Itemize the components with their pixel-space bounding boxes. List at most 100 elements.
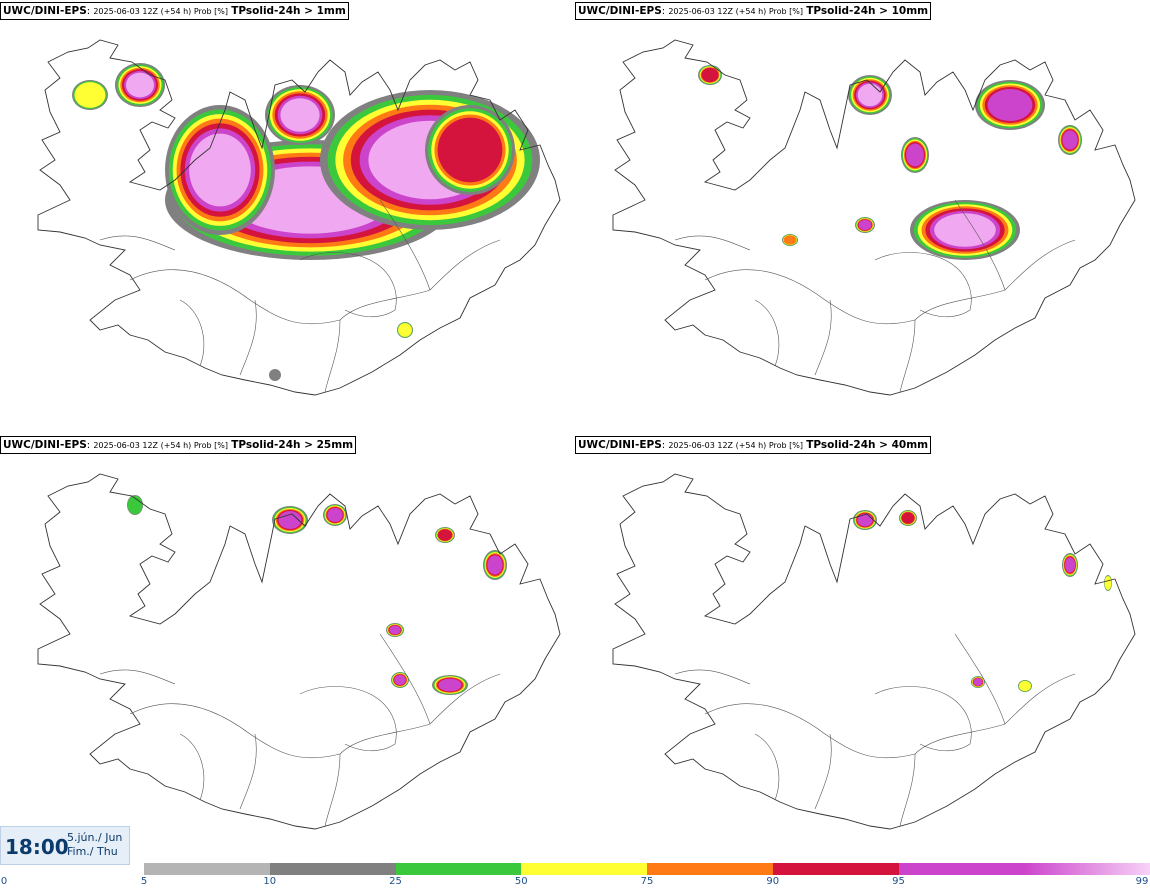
model-name: UWC/DINI-EPS xyxy=(3,439,87,451)
parameter-label: TPsolid-24h > 25mm xyxy=(231,439,354,451)
probability-contour xyxy=(1104,576,1112,590)
colorbar-tick-label: 5 xyxy=(140,876,148,887)
probability-contour xyxy=(437,117,503,183)
probability-contour xyxy=(1062,130,1078,150)
boundary-line xyxy=(129,703,341,759)
boundary-line xyxy=(874,252,972,318)
probability-contour xyxy=(783,235,797,245)
boundary-line xyxy=(324,319,341,393)
parameter-label: TPsolid-24h > 1mm xyxy=(231,5,346,17)
panel-title-10mm: UWC/DINI-EPS: 2025-06-03 12Z (+54 h) Pro… xyxy=(575,2,932,20)
boundary-line xyxy=(239,299,257,376)
boundary-line xyxy=(379,633,431,725)
probability-contour xyxy=(487,555,503,575)
boundary-line xyxy=(339,289,431,321)
model-name: UWC/DINI-EPS xyxy=(578,439,662,451)
coastline xyxy=(37,39,561,396)
boundary-line xyxy=(429,673,501,725)
boundary-line xyxy=(299,252,397,318)
probability-contour xyxy=(389,625,401,635)
boundary-line xyxy=(379,199,431,291)
probability-contour xyxy=(278,511,302,529)
boundary-line xyxy=(754,733,780,801)
boundary-line xyxy=(324,753,341,827)
colorbar-tick-label: 99 xyxy=(1135,876,1149,887)
colorbar-segment xyxy=(772,863,899,875)
parameter-label: TPsolid-24h > 40mm xyxy=(806,439,929,451)
probability-contour xyxy=(1018,680,1032,692)
boundary-line xyxy=(814,733,832,810)
run-info: 2025-06-03 12Z (+54 h) Prob [%] xyxy=(668,441,804,450)
probability-contour xyxy=(394,674,406,686)
probability-field xyxy=(127,495,507,695)
probability-contour xyxy=(126,72,154,98)
probability-contour xyxy=(74,82,106,108)
colorbar-tick-label: 0 xyxy=(0,876,8,887)
colorbar-tick-label: 10 xyxy=(263,876,277,887)
colorbar-segment xyxy=(521,863,648,875)
map-canvas-25mm xyxy=(37,473,561,830)
probability-contour xyxy=(280,98,320,132)
boundary-line xyxy=(874,686,972,752)
probability-contour xyxy=(1064,557,1076,573)
probability-contour xyxy=(987,89,1033,121)
boundary-line xyxy=(954,199,1006,291)
boundary-line xyxy=(339,723,431,755)
boundary-line xyxy=(129,269,341,325)
panel-title-40mm: UWC/DINI-EPS: 2025-06-03 12Z (+54 h) Pro… xyxy=(575,436,932,454)
coastline xyxy=(37,473,561,830)
boundary-line xyxy=(914,723,1006,755)
map-panel-25mm: UWC/DINI-EPS: 2025-06-03 12Z (+54 h) Pro… xyxy=(0,434,575,865)
probability-contour xyxy=(437,529,453,541)
map-canvas-1mm xyxy=(37,39,561,396)
boundary-line xyxy=(899,319,916,393)
boundary-line xyxy=(179,733,205,801)
probability-contour xyxy=(906,143,924,167)
colorbar-segment xyxy=(269,863,396,875)
boundary-line xyxy=(674,235,751,251)
map-panel-10mm: UWC/DINI-EPS: 2025-06-03 12Z (+54 h) Pro… xyxy=(575,0,1150,431)
colorbar-segment xyxy=(898,863,1025,875)
colorbar-tick-label: 90 xyxy=(766,876,780,887)
valid-date-line1: 5.jún./ Jun xyxy=(67,831,123,844)
boundary-line xyxy=(814,299,832,376)
boundary-line xyxy=(754,299,780,367)
run-info: 2025-06-03 12Z (+54 h) Prob [%] xyxy=(93,7,229,16)
map-panel-1mm: UWC/DINI-EPS: 2025-06-03 12Z (+54 h) Pro… xyxy=(0,0,575,431)
model-name: UWC/DINI-EPS xyxy=(3,5,87,17)
valid-time-box: 18:00 5.jún./ Jun Fim./ Thu xyxy=(0,826,130,865)
probability-contour xyxy=(973,678,983,686)
boundary-line xyxy=(674,669,751,685)
probability-contour xyxy=(327,507,343,523)
coastline xyxy=(612,39,1136,396)
map-canvas-10mm xyxy=(612,39,1136,396)
probability-contour xyxy=(438,678,462,692)
probability-contour xyxy=(189,133,251,207)
map-panel-40mm: UWC/DINI-EPS: 2025-06-03 12Z (+54 h) Pro… xyxy=(575,434,1150,865)
run-info: 2025-06-03 12Z (+54 h) Prob [%] xyxy=(668,7,804,16)
parameter-label: TPsolid-24h > 10mm xyxy=(806,5,929,17)
boundary-line xyxy=(899,753,916,827)
boundary-line xyxy=(299,686,397,752)
valid-date: 5.jún./ Jun Fim./ Thu xyxy=(67,831,122,859)
boundary-line xyxy=(179,299,205,367)
model-name: UWC/DINI-EPS xyxy=(578,5,662,17)
colorbar-segment xyxy=(1024,863,1150,875)
probability-contour xyxy=(701,67,719,83)
boundary-line xyxy=(99,235,176,251)
panel-title-25mm: UWC/DINI-EPS: 2025-06-03 12Z (+54 h) Pro… xyxy=(0,436,357,454)
valid-date-line2: Fim./ Thu xyxy=(67,845,118,858)
probability-field xyxy=(72,63,540,381)
probability-contour xyxy=(934,213,996,247)
boundary-line xyxy=(99,669,176,685)
boundary-line xyxy=(914,289,1006,321)
colorbar-segment xyxy=(144,863,271,875)
colorbar-tick-label: 95 xyxy=(892,876,905,887)
probability-contour xyxy=(269,369,281,381)
colorbar-tick-label: 75 xyxy=(640,876,654,887)
probability-colorbar xyxy=(144,863,1150,875)
panel-title-1mm: UWC/DINI-EPS: 2025-06-03 12Z (+54 h) Pro… xyxy=(0,2,349,20)
coastline xyxy=(612,473,1136,830)
probability-field xyxy=(698,65,1082,260)
valid-time: 18:00 xyxy=(5,835,69,859)
